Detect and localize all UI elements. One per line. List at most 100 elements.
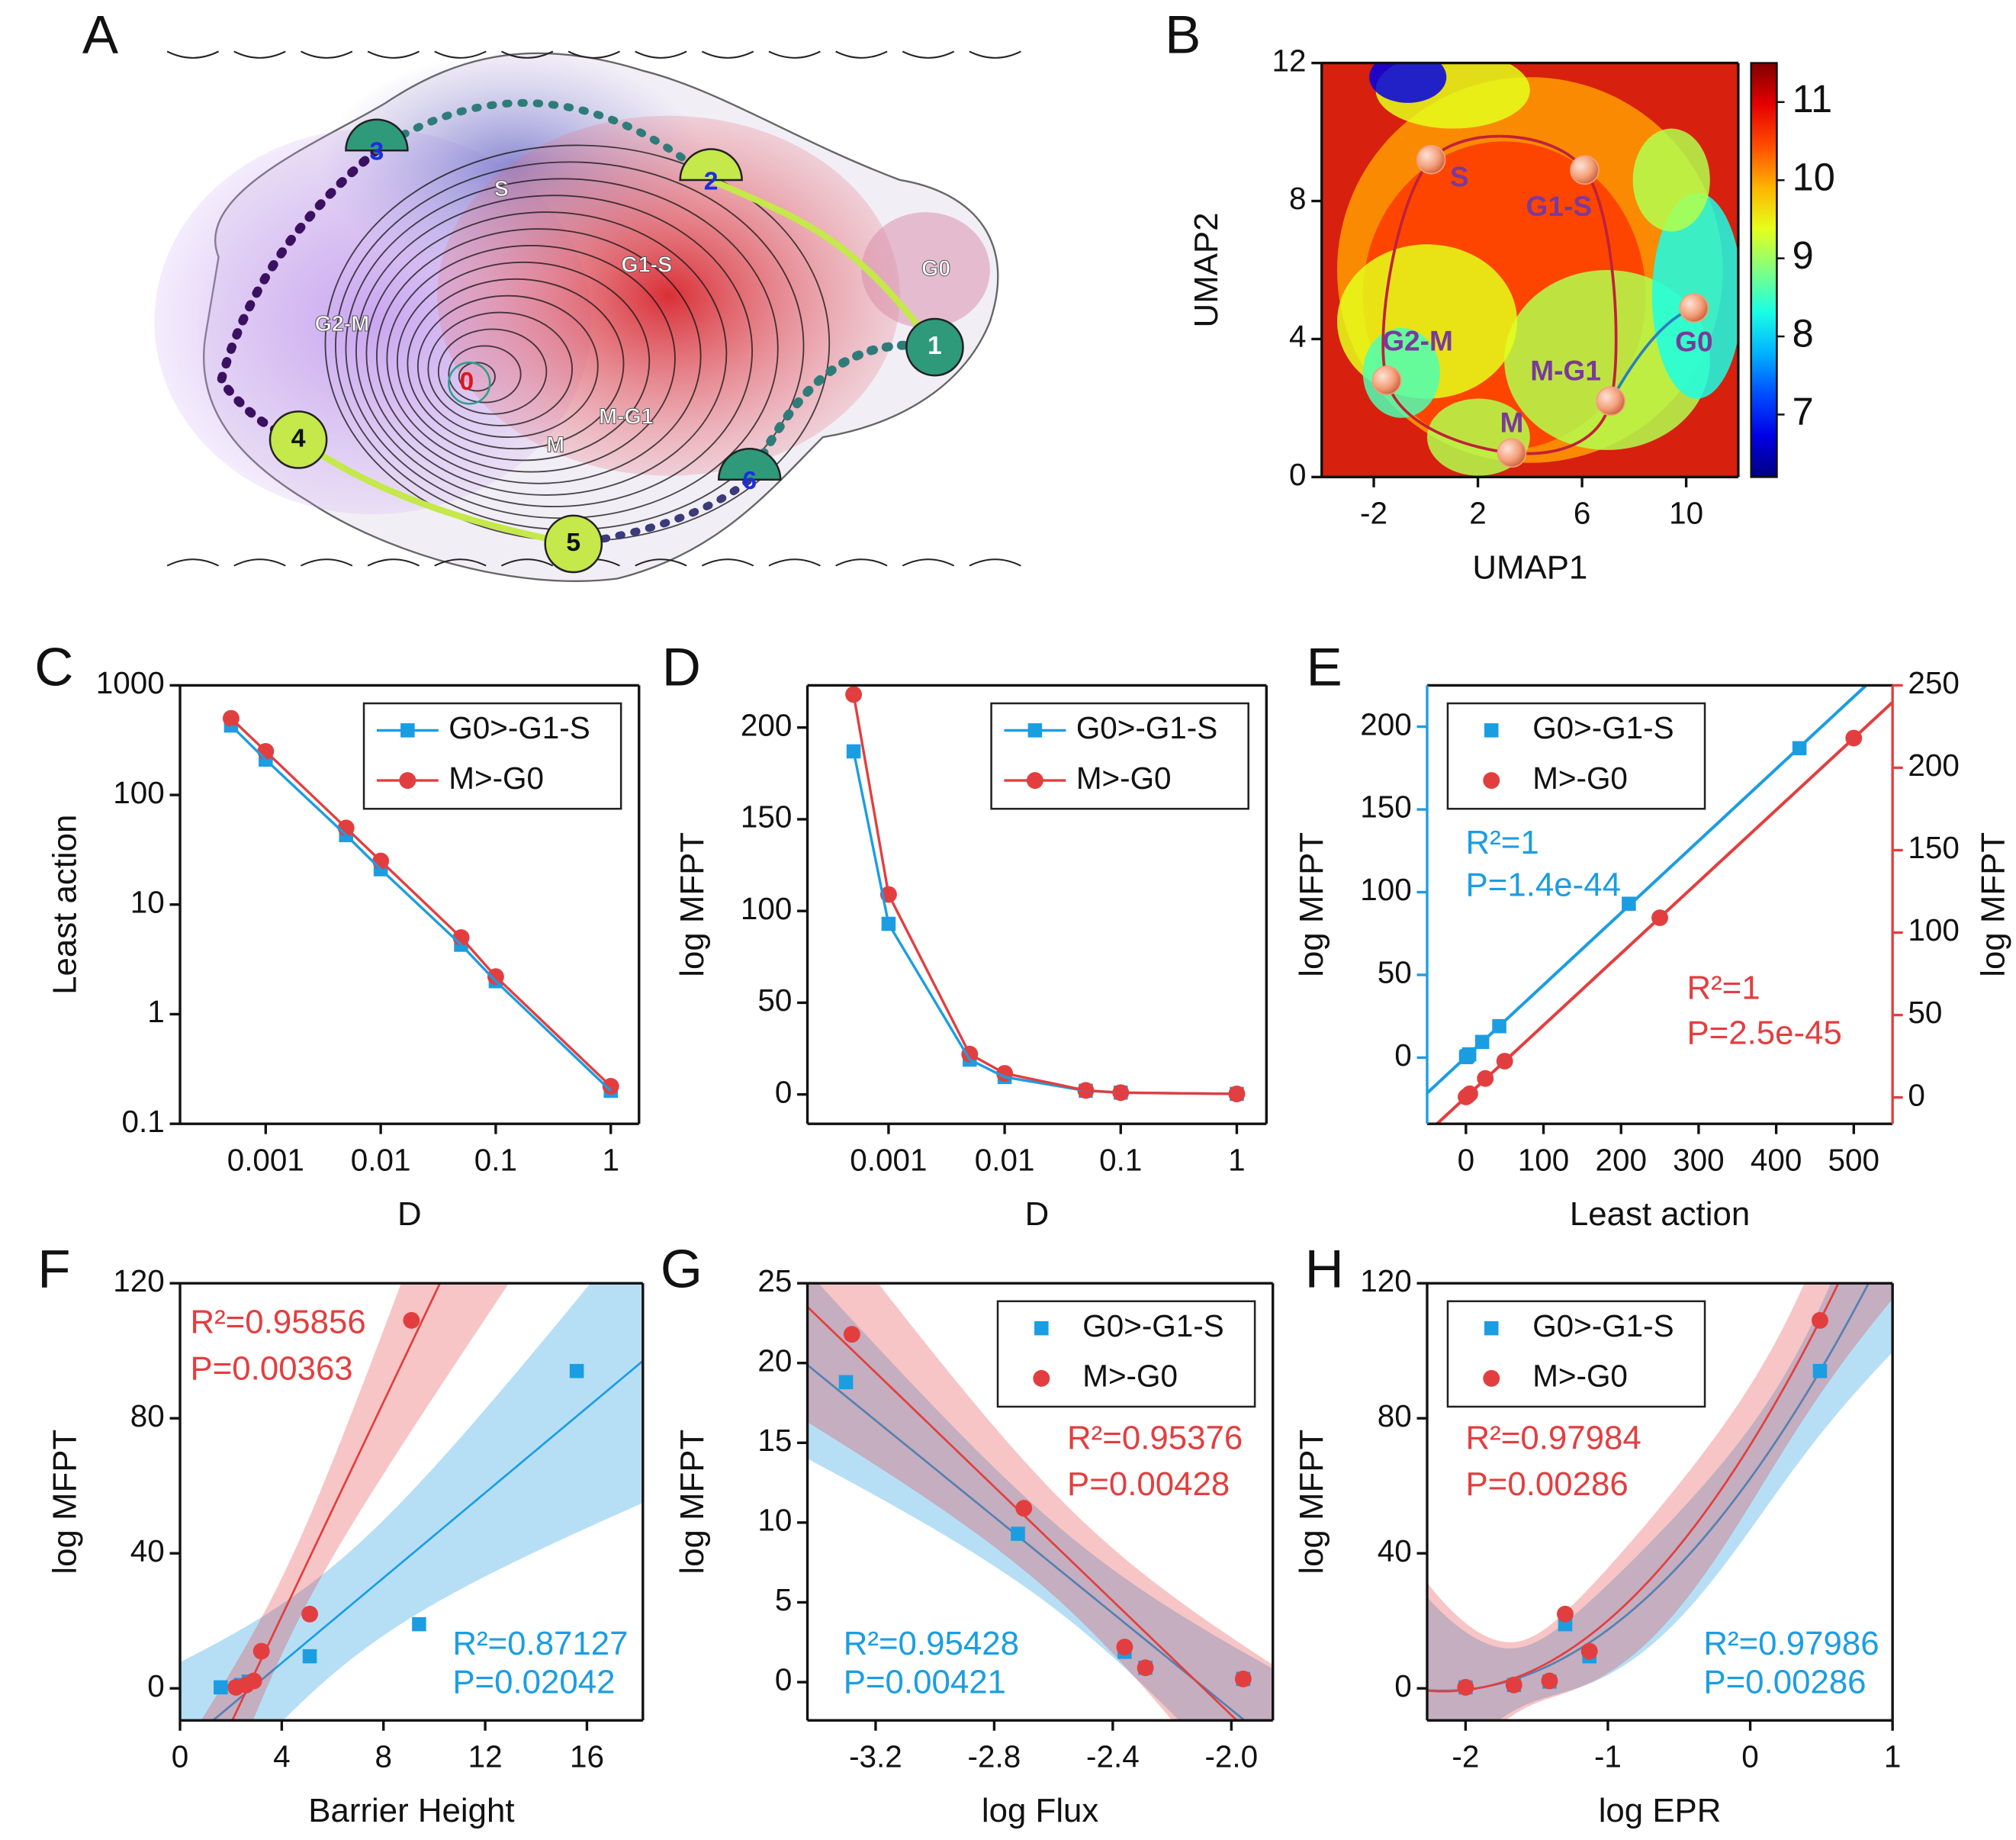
legend-label: G0>-G1-S xyxy=(449,710,590,745)
flow-line xyxy=(969,558,1021,567)
x-tick-label: 4 xyxy=(273,1739,291,1774)
marker xyxy=(1015,1500,1033,1517)
region-label: S xyxy=(494,177,509,201)
node xyxy=(717,447,782,481)
heat-blob xyxy=(1369,63,1447,103)
path-bottom xyxy=(569,475,754,548)
y-tick-label: 0 xyxy=(775,1074,793,1109)
legend-label: G0>-G1-S xyxy=(1082,1308,1223,1343)
marker xyxy=(1492,1018,1506,1034)
panel-letter: B xyxy=(1165,5,1201,65)
node xyxy=(679,148,743,182)
x-tick-label: 500 xyxy=(1828,1142,1879,1177)
x-tick-label: 0.01 xyxy=(351,1142,411,1177)
x-tick-label: 0 xyxy=(172,1739,189,1774)
marker xyxy=(1011,1526,1025,1541)
y-tick-label: 10 xyxy=(130,884,165,919)
confidence-band xyxy=(1426,1283,1893,1721)
region-label: G2-M xyxy=(315,312,370,336)
y-tick-label: 20 xyxy=(757,1343,792,1378)
y-tick-label: 0 xyxy=(775,1662,793,1697)
y-tick-label: 5 xyxy=(775,1582,793,1617)
legend-marker xyxy=(1027,723,1043,738)
legend: G0>-G1-S M>-G0 xyxy=(1446,702,1706,810)
annotation: P=0.00286 xyxy=(1703,1664,1866,1701)
series-line xyxy=(230,717,612,1088)
marker xyxy=(1457,1678,1474,1696)
node-label: 6 xyxy=(742,466,757,495)
marker xyxy=(1812,1311,1828,1329)
panel-letter: D xyxy=(662,638,701,698)
streamline xyxy=(416,294,599,439)
panel-letter: H xyxy=(1305,1239,1344,1299)
y2-tick-label: 100 xyxy=(1908,912,1959,947)
marker xyxy=(301,1605,319,1623)
y2-axis-label: log MFPT xyxy=(1975,832,2012,977)
x-tick-label: -1 xyxy=(1594,1739,1622,1774)
legend-label: M>-G0 xyxy=(1082,1359,1178,1394)
flow-line xyxy=(768,558,821,567)
y-tick-label: 0.1 xyxy=(122,1104,165,1139)
x-tick-label: 1 xyxy=(1228,1142,1246,1177)
y-tick-label: 1 xyxy=(147,994,164,1029)
marker xyxy=(1461,1085,1478,1102)
annotation: R²=1 xyxy=(1466,824,1539,861)
panel-letter: A xyxy=(82,5,119,65)
path-top xyxy=(372,98,715,185)
annotation: P=0.00428 xyxy=(1067,1465,1230,1503)
trajectory xyxy=(1381,134,1618,455)
colorbar xyxy=(1750,62,1778,478)
x-tick-label: 10 xyxy=(1669,496,1703,531)
node-label: 1 xyxy=(928,331,942,360)
flow-line xyxy=(635,50,687,59)
flow-line xyxy=(434,558,487,567)
marker xyxy=(302,1649,317,1664)
legend-marker xyxy=(1483,772,1500,790)
node xyxy=(544,514,603,574)
y-axis-label: log MFPT xyxy=(1293,832,1330,977)
legend-label: M>-G0 xyxy=(449,761,544,796)
confidence-band xyxy=(807,1283,1273,1721)
node-label: 0 xyxy=(460,367,474,396)
heat-blob xyxy=(1632,128,1710,232)
flow-line xyxy=(301,50,353,59)
state-label: G2-M xyxy=(1382,325,1453,357)
colorbar-tick-label: 9 xyxy=(1793,233,1814,277)
x-tick-label: 2 xyxy=(1469,496,1487,531)
annotation: P=0.02042 xyxy=(452,1664,615,1701)
marker xyxy=(1622,896,1636,911)
annotation: R²=0.95428 xyxy=(844,1625,1019,1662)
path-green xyxy=(709,177,937,349)
marker xyxy=(1137,1659,1154,1677)
fit-line xyxy=(807,1306,1239,1721)
state-point xyxy=(1679,293,1709,323)
state-label: S xyxy=(1450,160,1469,192)
x-tick-label: 200 xyxy=(1595,1142,1646,1177)
state-point xyxy=(1570,155,1600,185)
legend-marker xyxy=(1483,1369,1500,1387)
y-tick-label: 100 xyxy=(1360,872,1411,907)
y-tick-label: 12 xyxy=(1272,43,1307,78)
y2-tick-label: 0 xyxy=(1908,1077,1925,1112)
annotation: R²=0.97986 xyxy=(1703,1625,1879,1662)
y-tick-label: 100 xyxy=(741,891,792,926)
y-tick-label: 50 xyxy=(757,983,792,1018)
colorbar-tick-label: 7 xyxy=(1793,390,1814,433)
state-point xyxy=(1497,438,1527,468)
panel-letter: F xyxy=(37,1239,70,1299)
x-tick-label: 8 xyxy=(375,1739,392,1774)
state-label: G0 xyxy=(1675,326,1712,358)
fit-line xyxy=(1426,1283,1840,1693)
confidence-band xyxy=(1426,1283,1893,1721)
node-label: 4 xyxy=(291,423,306,452)
x-tick-label: 400 xyxy=(1751,1142,1802,1177)
y-axis-label: log MFPT xyxy=(674,832,711,977)
x-axis-label: D xyxy=(1025,1195,1050,1233)
streamline xyxy=(355,195,754,508)
flow-line xyxy=(367,50,420,59)
series-line xyxy=(230,724,612,1092)
flow-line xyxy=(500,50,554,59)
x-tick-label: 0.1 xyxy=(1099,1142,1142,1177)
legend-box xyxy=(1446,1300,1706,1408)
plot-area xyxy=(1426,685,1893,1124)
